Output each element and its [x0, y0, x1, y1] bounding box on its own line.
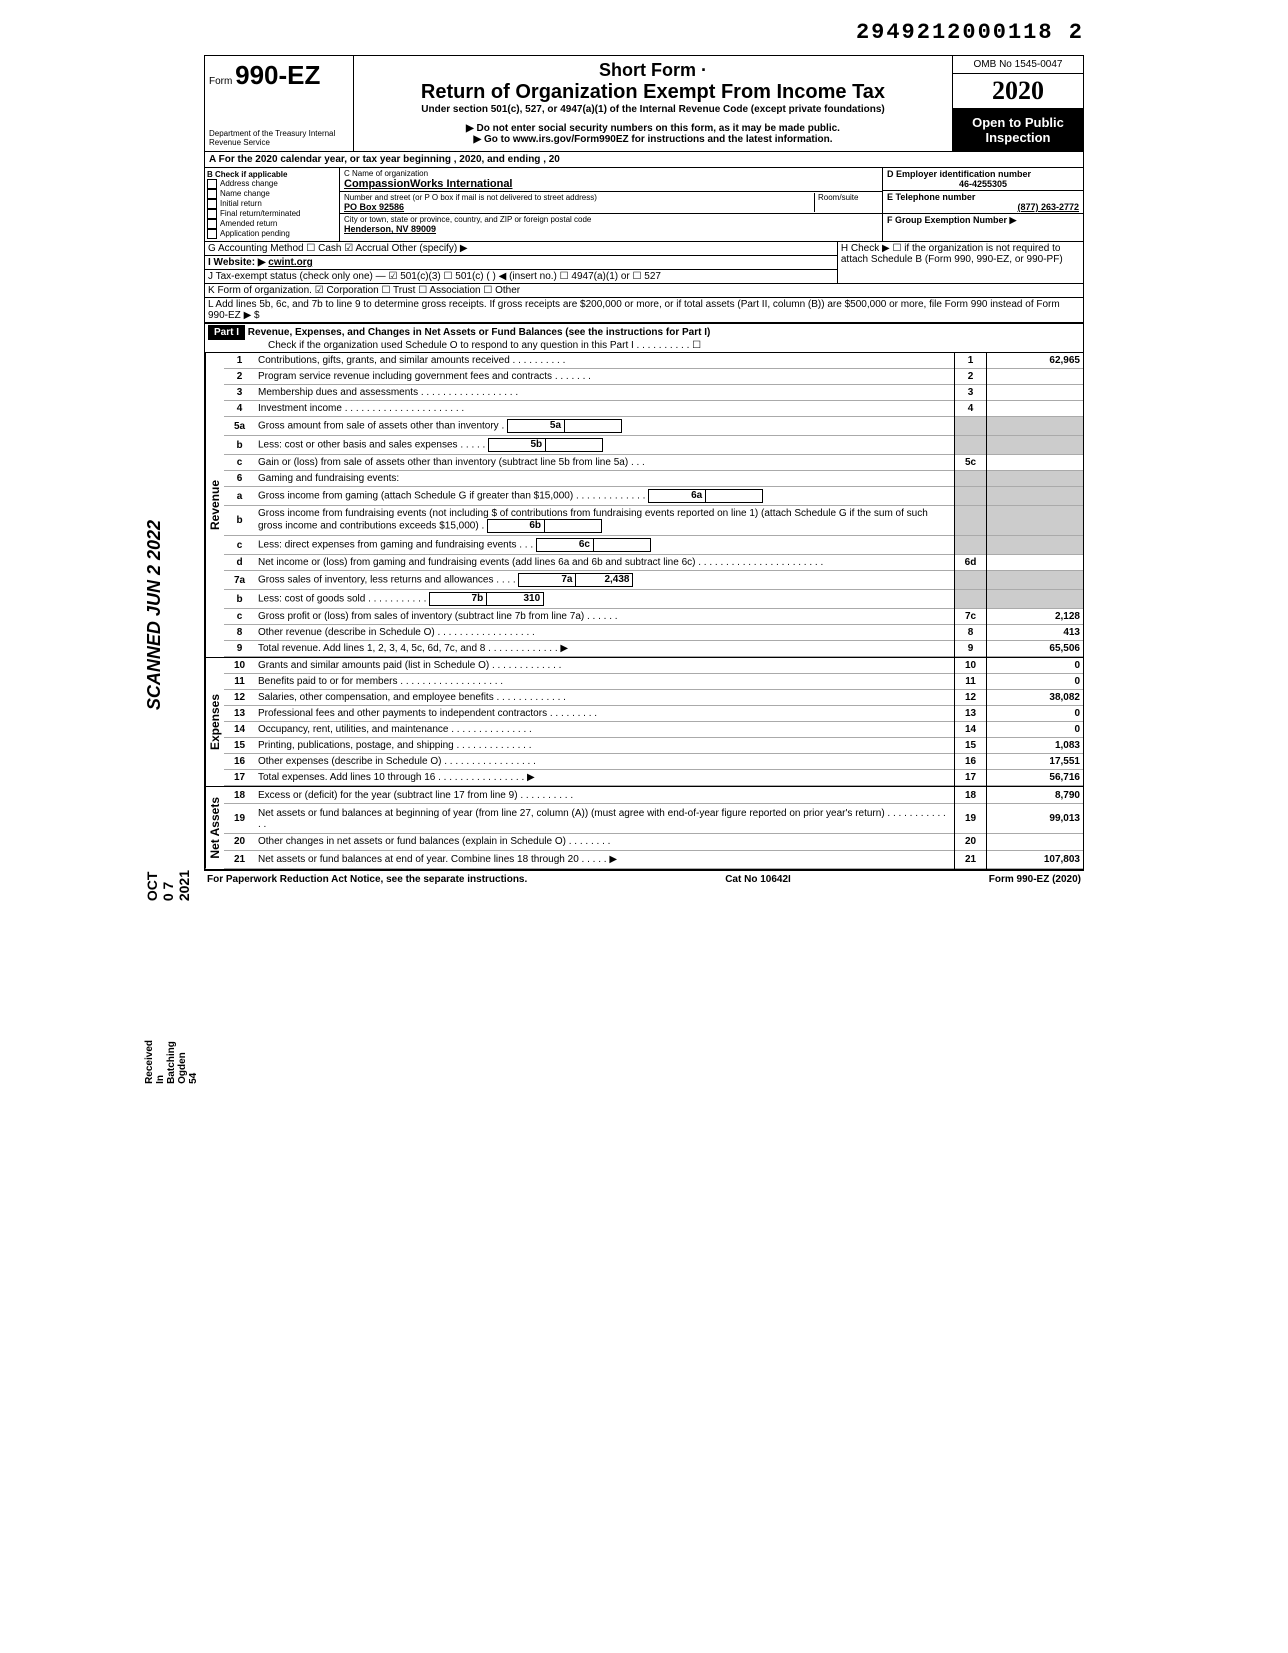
column-de: D Employer identification number 46-4255… — [883, 168, 1083, 241]
tax-year: 2020 — [953, 74, 1083, 109]
row-g: G Accounting Method ☐ Cash ☑ Accrual Oth… — [205, 242, 838, 256]
netassets-section: Net Assets 18 Excess or (deficit) for th… — [204, 787, 1084, 870]
phone-label: E Telephone number — [887, 192, 1079, 202]
room-label: Room/suite — [818, 193, 878, 202]
goto-url: ▶ Go to www.irs.gov/Form990EZ for instru… — [358, 134, 948, 145]
open-public: Open to Public Inspection — [953, 109, 1083, 151]
chk-amended[interactable]: Amended return — [207, 219, 337, 229]
ein-value: 46-4255305 — [887, 179, 1079, 189]
revenue-side-label: Revenue — [205, 353, 224, 657]
phone-value: (877) 263-2772 — [887, 202, 1079, 212]
col-b-header: B Check if applicable — [207, 170, 337, 179]
chk-name[interactable]: Name change — [207, 189, 337, 199]
chk-address[interactable]: Address change — [207, 179, 337, 189]
part1-header: Part I Revenue, Expenses, and Changes in… — [204, 323, 1084, 353]
footer-right: Form 990-EZ (2020) — [989, 874, 1081, 885]
name-label: C Name of organization — [344, 169, 878, 178]
omb-number: OMB No 1545-0047 — [953, 56, 1083, 74]
part1-check: Check if the organization used Schedule … — [268, 340, 701, 351]
chk-pending[interactable]: Application pending — [207, 229, 337, 239]
short-form-title: Short Form · — [358, 60, 948, 81]
row-j: J Tax-exempt status (check only one) — ☑… — [205, 270, 838, 284]
expenses-section: Expenses 10 Grants and similar amounts p… — [204, 658, 1084, 787]
group-exemption-label: F Group Exemption Number ▶ — [887, 215, 1079, 226]
page-footer: For Paperwork Reduction Act Notice, see … — [204, 870, 1084, 888]
part1-title: Revenue, Expenses, and Changes in Net As… — [248, 327, 711, 338]
date-stamp: OCT 0 7 2021 — [144, 870, 192, 901]
under-section: Under section 501(c), 527, or 4947(a)(1)… — [358, 104, 948, 115]
revenue-section: Revenue 1 Contributions, gifts, grants, … — [204, 353, 1084, 658]
form-header: Form 990-EZ Department of the Treasury I… — [204, 55, 1084, 152]
chk-initial[interactable]: Initial return — [207, 199, 337, 209]
form-number: Form 990-EZ — [209, 60, 349, 91]
footer-left: For Paperwork Reduction Act Notice, see … — [207, 874, 527, 885]
city-label: City or town, state or province, country… — [344, 215, 878, 224]
line-a: A For the 2020 calendar year, or tax yea… — [204, 152, 1084, 168]
ein-label: D Employer identification number — [887, 169, 1079, 179]
street-label: Number and street (or P O box if mail is… — [344, 193, 814, 202]
chk-final[interactable]: Final return/terminated — [207, 209, 337, 219]
part1-label: Part I — [208, 325, 245, 340]
department: Department of the Treasury Internal Reve… — [209, 129, 349, 147]
scanned-stamp: SCANNED JUN 2 2022 — [144, 520, 165, 710]
received-stamp: Received In Batching Ogden 54 — [144, 1040, 199, 1084]
street: PO Box 92586 — [344, 202, 814, 212]
row-k: K Form of organization. ☑ Corporation ☐ … — [205, 284, 1084, 298]
column-b: B Check if applicable Address change Nam… — [205, 168, 340, 241]
expenses-side-label: Expenses — [205, 658, 224, 786]
row-h: H Check ▶ ☐ if the organization is not r… — [837, 242, 1083, 284]
column-c: C Name of organization CompassionWorks I… — [340, 168, 883, 241]
footer-center: Cat No 10642I — [725, 874, 791, 885]
do-not-enter: ▶ Do not enter social security numbers o… — [358, 123, 948, 134]
city: Henderson, NV 89009 — [344, 224, 878, 234]
netassets-side-label: Net Assets — [205, 787, 224, 869]
section-bcde: B Check if applicable Address change Nam… — [204, 168, 1084, 241]
row-l: L Add lines 5b, 6c, and 7b to line 9 to … — [205, 298, 1084, 323]
row-i: I Website: ▶ cwint.org — [205, 256, 838, 270]
document-number: 2949212000118 2 — [204, 20, 1084, 45]
rows-ghijkl: G Accounting Method ☐ Cash ☑ Accrual Oth… — [204, 241, 1084, 323]
return-title: Return of Organization Exempt From Incom… — [358, 81, 948, 104]
org-name: CompassionWorks International — [344, 178, 878, 190]
